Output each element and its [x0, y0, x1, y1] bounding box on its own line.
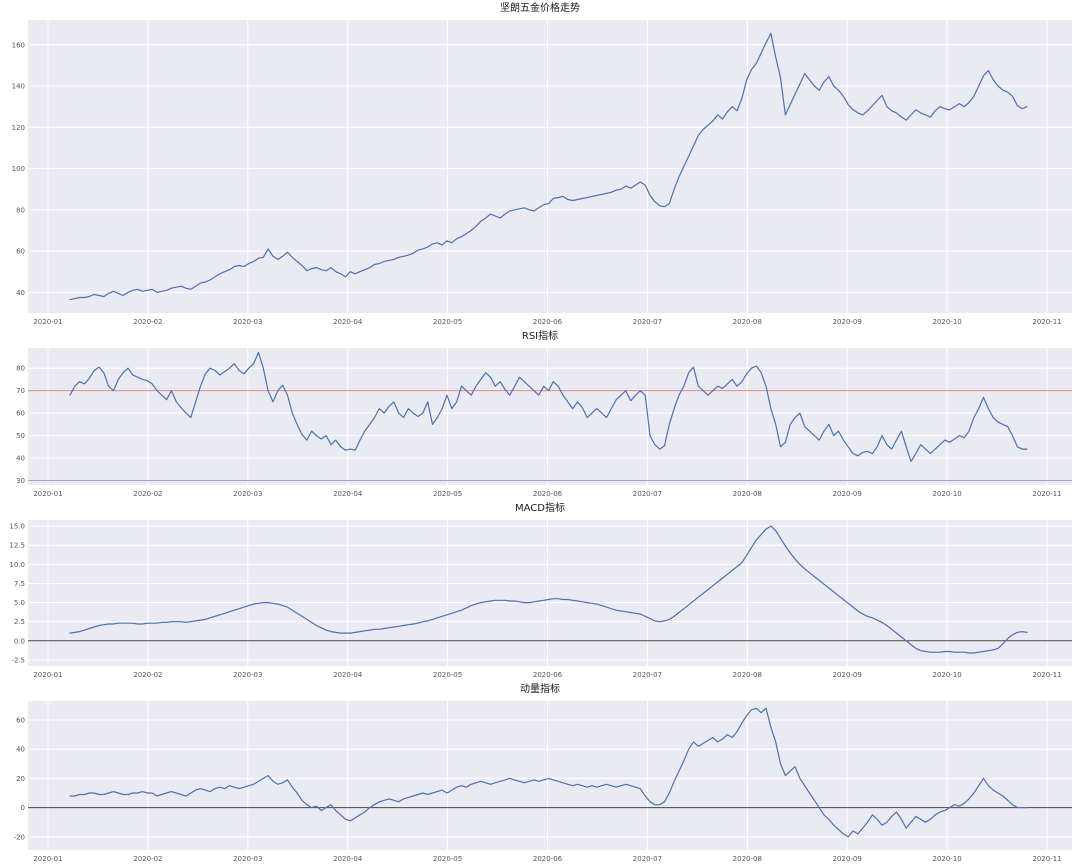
y-tick-label: 40: [16, 455, 25, 463]
x-tick-label: 2020-10: [932, 855, 961, 863]
y-tick-label: 10.0: [9, 561, 25, 569]
y-tick-label: 60: [16, 716, 25, 724]
macd-line: [69, 525, 1028, 654]
y-tick-label: 160: [12, 41, 25, 49]
y-tick-label: 40: [16, 746, 25, 754]
x-tick-label: 2020-11: [1032, 318, 1061, 326]
y-tick-label: 60: [16, 410, 25, 418]
y-tick-label: -20: [14, 833, 25, 841]
x-tick-label: 2020-08: [733, 318, 762, 326]
x-tick-label: 2020-11: [1032, 490, 1061, 498]
y-tick-label: 60: [16, 248, 25, 256]
y-tick-label: 7.5: [14, 580, 25, 588]
y-tick-label: 30: [16, 477, 25, 485]
x-tick-label: 2020-08: [733, 490, 762, 498]
x-tick-label: 2020-11: [1032, 671, 1061, 679]
x-tick-label: 2020-04: [333, 490, 363, 498]
plot-background: [28, 348, 1072, 485]
x-tick-label: 2020-01: [33, 671, 62, 679]
x-tick-label: 2020-07: [633, 671, 662, 679]
x-tick-label: 2020-05: [433, 855, 462, 863]
x-tick-label: 2020-10: [932, 490, 961, 498]
x-tick-label: 2020-09: [833, 490, 862, 498]
x-tick-label: 2020-01: [33, 318, 62, 326]
price-trend-plot-area: 2020-01 2020-02 2020-03 2020-04 2020-05 2020-…: [0, 17, 1080, 328]
plot-background: [28, 701, 1072, 850]
x-tick-label: 2020-07: [633, 490, 662, 498]
x-tick-label: 2020-07: [633, 855, 662, 863]
x-tick-label: 2020-10: [932, 671, 961, 679]
momentum-chart-title: 动量指标: [520, 684, 560, 695]
y-tick-label: 70: [16, 387, 25, 395]
x-tick-label: 2020-02: [133, 318, 162, 326]
x-tick-label: 2020-09: [833, 855, 862, 863]
rsi-line: [69, 351, 1028, 463]
y-tick-label: 0: [21, 804, 25, 812]
x-tick-label: 2020-03: [233, 318, 262, 326]
x-tick-label: 2020-04: [333, 318, 363, 326]
x-tick-label: 2020-04: [333, 671, 363, 679]
x-tick-label: 2020-05: [433, 490, 462, 498]
y-tick-label: 120: [12, 124, 25, 132]
y-tick-label: 100: [12, 165, 25, 173]
price-line: [69, 32, 1028, 301]
plot-background: [28, 520, 1072, 666]
momentum-line: [69, 707, 1028, 838]
x-tick-label: 2020-07: [633, 318, 662, 326]
x-tick-label: 2020-08: [733, 671, 762, 679]
x-tick-label: 2020-02: [133, 490, 162, 498]
x-tick-label: 2020-06: [533, 318, 563, 326]
macd-chart-section: MACD指标 2020-01 2020-02 2020-03 2020-04 2020-…: [0, 500, 1080, 681]
y-tick-label: 15.0: [9, 523, 25, 531]
x-tick-label: 2020-03: [233, 490, 262, 498]
y-tick-label: 12.5: [9, 542, 25, 550]
x-tick-label: 2020-09: [833, 318, 862, 326]
macd-plot-area: 2020-01 2020-02 2020-03 2020-04 2020-05 2020-…: [0, 517, 1080, 681]
x-tick-label: 2020-06: [533, 671, 563, 679]
y-tick-label: 80: [16, 365, 25, 373]
rsi-chart-title: RSI指标: [521, 331, 559, 342]
momentum-chart-svg: 2020-01 2020-02 2020-03 2020-04 2020-05 2020-…: [14, 701, 1072, 863]
plot-background: [28, 20, 1072, 313]
x-tick-label: 2020-01: [33, 490, 62, 498]
price-trend-chart-section: 坚朗五金价格走势 2020-01 2020-02 2020-03 2020-04 202…: [0, 0, 1080, 328]
price-trend-chart-title: 坚朗五金价格走势: [500, 3, 580, 14]
y-tick-label: 40: [16, 289, 25, 297]
macd-chart-title: MACD指标: [515, 503, 565, 514]
x-tick-label: 2020-03: [233, 671, 262, 679]
y-tick-label: 2.5: [14, 618, 25, 626]
x-tick-label: 2020-10: [932, 318, 961, 326]
y-tick-label: -2.5: [11, 656, 25, 664]
price-trend-chart-svg: 2020-01 2020-02 2020-03 2020-04 2020-05 2020-…: [12, 20, 1072, 326]
x-tick-label: 2020-01: [33, 855, 62, 863]
macd-chart-svg: 2020-01 2020-02 2020-03 2020-04 2020-05 2020-…: [9, 520, 1072, 679]
y-tick-label: 80: [16, 206, 25, 214]
momentum-plot-area: 2020-01 2020-02 2020-03 2020-04 2020-05 2020-…: [0, 698, 1080, 865]
rsi-chart-section: RSI指标 2020-01 2020-02 2020-03 2020-04 2020-0…: [0, 328, 1080, 500]
y-tick-label: 50: [16, 432, 25, 440]
x-tick-label: 2020-04: [333, 855, 363, 863]
x-tick-label: 2020-05: [433, 318, 462, 326]
y-tick-label: 5.0: [14, 599, 25, 607]
rsi-chart-svg: 2020-01 2020-02 2020-03 2020-04 2020-05 2020-…: [16, 348, 1072, 498]
momentum-chart-section: 动量指标 2020-01 2020-02 2020-03 2020-04 2020-05…: [0, 681, 1080, 865]
y-tick-label: 0.0: [14, 637, 25, 645]
x-tick-label: 2020-11: [1032, 855, 1061, 863]
x-tick-label: 2020-09: [833, 671, 862, 679]
x-tick-label: 2020-06: [533, 490, 563, 498]
rsi-plot-area: 2020-01 2020-02 2020-03 2020-04 2020-05 2020-…: [0, 345, 1080, 500]
x-tick-label: 2020-06: [533, 855, 563, 863]
y-tick-label: 140: [12, 83, 25, 91]
x-tick-label: 2020-02: [133, 671, 162, 679]
x-tick-label: 2020-03: [233, 855, 262, 863]
x-tick-label: 2020-05: [433, 671, 462, 679]
x-tick-label: 2020-08: [733, 855, 762, 863]
y-tick-label: 20: [16, 775, 25, 783]
x-tick-label: 2020-02: [133, 855, 162, 863]
